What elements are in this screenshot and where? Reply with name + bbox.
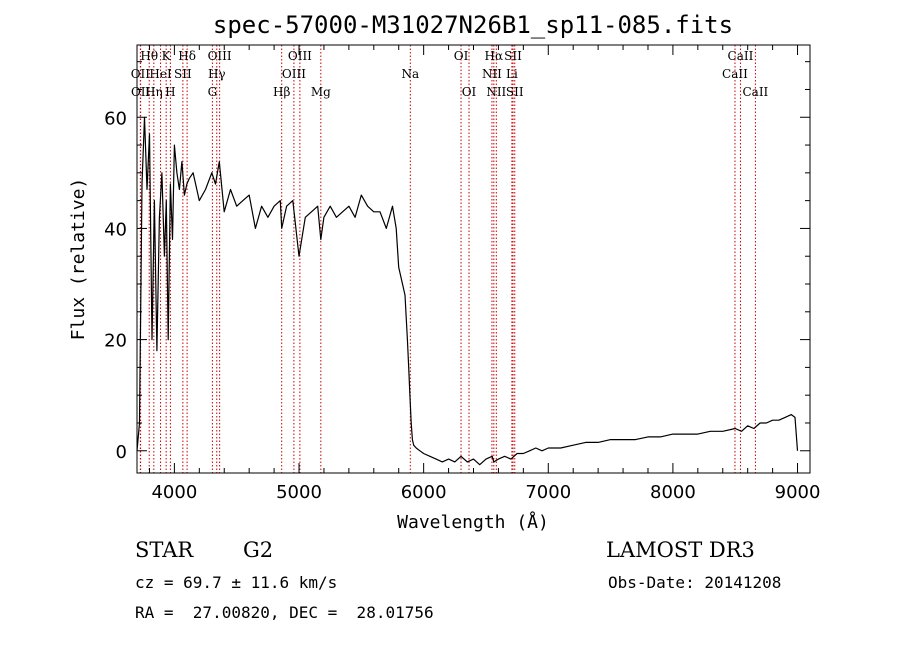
x-tick-label: 5000 <box>276 482 322 503</box>
line-label-15: Mg <box>311 85 331 99</box>
x-tick-label: 9000 <box>775 482 821 503</box>
spectrum-layer <box>136 116 799 466</box>
x-tick-label: 8000 <box>650 482 696 503</box>
line-label-25: CaII <box>728 49 754 63</box>
line-label-24: SII <box>506 85 524 99</box>
line-label-17: OI <box>454 49 469 63</box>
line-label-1: OII <box>131 67 151 81</box>
line-label-6: SII <box>174 67 192 81</box>
survey-name: LAMOST DR3 <box>606 538 755 562</box>
line-label-5: K <box>162 49 172 63</box>
obs-date: Obs-Date: 20141208 <box>608 573 782 592</box>
line-label-10: Hγ <box>208 67 226 81</box>
y-axis-label: Flux (relative) <box>68 178 89 341</box>
line-label-22: SII <box>504 49 522 63</box>
line-label-19: Hα <box>485 49 504 63</box>
line-label-18: OI <box>462 85 477 99</box>
line-label-2: OII <box>131 85 151 99</box>
y-tick-label: 20 <box>104 331 127 352</box>
chart-title: spec-57000-M31027N26B1_sp11-085.fits <box>213 11 733 39</box>
line-label-3: Hη <box>145 85 163 99</box>
y-tick-label: 60 <box>104 108 127 129</box>
line-label-14: OIII <box>282 67 306 81</box>
x-axis-ticks: 4000 5000 6000 7000 8000 9000 <box>148 45 821 503</box>
x-tick-label: 7000 <box>525 482 571 503</box>
y-tick-label: 40 <box>104 219 127 240</box>
x-axis-label: Wavelength (Å) <box>397 511 549 533</box>
y-tick-label: 0 <box>116 442 127 463</box>
line-label-0: Hθ <box>140 49 158 63</box>
line-label-23: Li <box>506 67 518 81</box>
line-label-27: CaII <box>742 85 768 99</box>
line-label-9: OIII <box>208 49 232 63</box>
line-label-8: Hδ <box>178 49 196 63</box>
line-label-7: H <box>165 85 175 99</box>
redshift-cz: cz = 69.7 ± 11.6 km/s <box>135 573 338 592</box>
subclass: G2 <box>243 538 274 562</box>
spectral-line-markers <box>139 45 756 473</box>
line-label-21: NII <box>486 85 506 99</box>
x-tick-label: 6000 <box>401 482 447 503</box>
object-class: STAR <box>135 538 194 562</box>
line-label-20: NII <box>482 67 502 81</box>
coordinates: RA = 27.00820, DEC = 28.01756 <box>135 603 434 622</box>
plot-frame <box>136 44 811 474</box>
line-label-11: G <box>208 85 218 99</box>
x-tick-label: 4000 <box>151 482 197 503</box>
line-label-12: Hβ <box>273 85 290 99</box>
y-axis-ticks: 0 20 40 60 <box>104 61 810 463</box>
line-label-26: CaII <box>722 67 748 81</box>
line-label-13: OIII <box>288 49 312 63</box>
spectrum-series-0 <box>136 116 799 466</box>
line-label-16: Na <box>401 67 419 81</box>
line-label-4: HeI <box>149 67 172 81</box>
